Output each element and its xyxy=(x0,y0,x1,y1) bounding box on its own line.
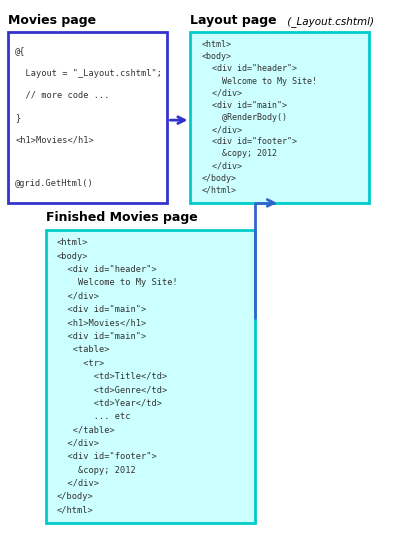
Text: </div>: </div> xyxy=(57,292,99,301)
Text: <h1>Movies</h1>: <h1>Movies</h1> xyxy=(15,135,94,144)
Text: Movies page: Movies page xyxy=(7,14,96,27)
Text: <div id="main">: <div id="main"> xyxy=(57,332,146,341)
Text: <div id="main">: <div id="main"> xyxy=(57,305,146,314)
Text: </body>: </body> xyxy=(202,174,237,183)
Text: <tr>: <tr> xyxy=(57,359,105,367)
FancyBboxPatch shape xyxy=(7,32,167,203)
Text: <table>: <table> xyxy=(57,345,110,354)
Text: <td>Genre</td>: <td>Genre</td> xyxy=(57,386,167,394)
Text: Welcome to My Site!: Welcome to My Site! xyxy=(57,278,178,287)
Text: </table>: </table> xyxy=(57,426,115,435)
Text: </div>: </div> xyxy=(57,479,99,488)
Text: ... etc: ... etc xyxy=(57,412,130,421)
Text: Layout = "_Layout.cshtml";: Layout = "_Layout.cshtml"; xyxy=(15,69,162,78)
FancyBboxPatch shape xyxy=(46,230,255,523)
FancyBboxPatch shape xyxy=(190,32,369,203)
Text: <td>Title</td>: <td>Title</td> xyxy=(57,372,167,381)
Text: &copy; 2012: &copy; 2012 xyxy=(202,150,277,159)
Text: <div id="header">: <div id="header"> xyxy=(57,265,157,274)
Text: <div id="main">: <div id="main"> xyxy=(202,101,287,110)
Text: </html>: </html> xyxy=(57,506,94,515)
Text: </div>: </div> xyxy=(202,162,242,171)
Text: Layout page: Layout page xyxy=(190,14,277,27)
Text: <td>Year</td>: <td>Year</td> xyxy=(57,399,162,408)
Text: <div id="header">: <div id="header"> xyxy=(202,64,297,73)
Text: (_Layout.cshtml): (_Layout.cshtml) xyxy=(284,16,374,27)
Text: <body>: <body> xyxy=(57,252,88,261)
Text: </html>: </html> xyxy=(202,186,237,195)
Text: }: } xyxy=(15,113,20,122)
Text: <h1>Movies</h1>: <h1>Movies</h1> xyxy=(57,318,146,327)
Text: <div id="footer">: <div id="footer"> xyxy=(57,452,157,461)
Text: &copy; 2012: &copy; 2012 xyxy=(57,466,136,475)
Text: // more code ...: // more code ... xyxy=(15,91,110,100)
Text: @grid.GetHtml(): @grid.GetHtml() xyxy=(15,179,94,189)
Text: </div>: </div> xyxy=(202,89,242,98)
Text: <html>: <html> xyxy=(202,40,232,49)
Text: </body>: </body> xyxy=(57,492,94,501)
Text: </div>: </div> xyxy=(57,439,99,448)
Text: Finished Movies page: Finished Movies page xyxy=(46,211,197,224)
Text: </div>: </div> xyxy=(202,125,242,134)
Text: <div id="footer">: <div id="footer"> xyxy=(202,137,297,146)
Text: <html>: <html> xyxy=(57,238,88,247)
Text: <body>: <body> xyxy=(202,52,232,61)
Text: @{: @{ xyxy=(15,46,26,56)
Text: @RenderBody(): @RenderBody() xyxy=(202,113,287,122)
Text: Welcome to My Site!: Welcome to My Site! xyxy=(202,76,317,85)
